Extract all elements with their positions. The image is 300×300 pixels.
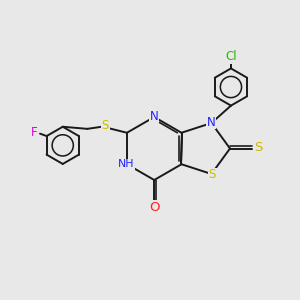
Text: S: S — [102, 119, 109, 132]
Text: N: N — [150, 110, 159, 123]
Text: Cl: Cl — [225, 50, 237, 63]
Text: S: S — [254, 141, 262, 154]
Text: N: N — [206, 116, 215, 129]
Text: S: S — [209, 168, 216, 182]
Text: F: F — [31, 126, 38, 139]
Text: NH: NH — [118, 159, 134, 169]
Text: O: O — [149, 201, 160, 214]
